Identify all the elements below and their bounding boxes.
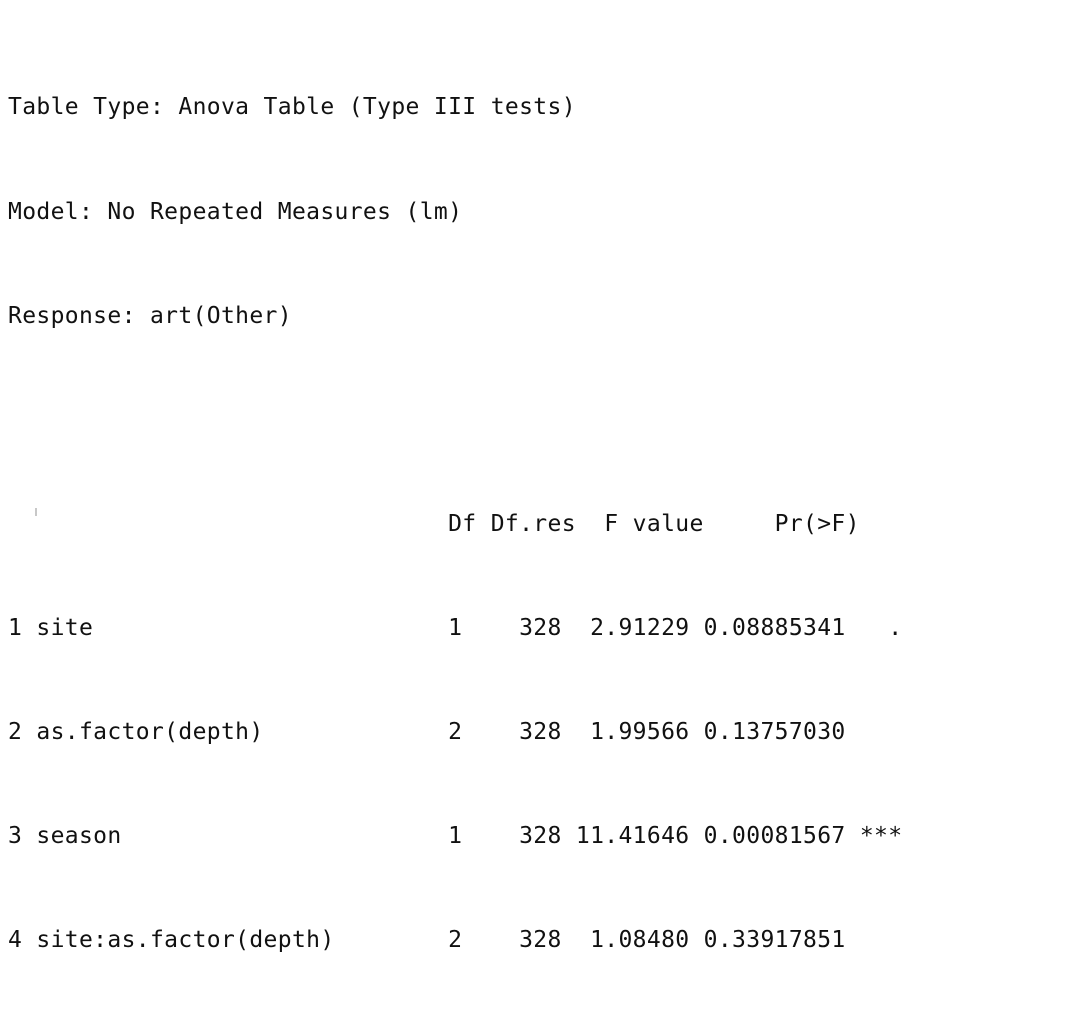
console-output: Table Type: Anova Table (Type III tests)…: [8, 21, 917, 1032]
table-row: 1 site 1 328 2.91229 0.08885341 .: [8, 614, 903, 641]
table-row: 4 site:as.factor(depth) 2 328 1.08480 0.…: [8, 927, 903, 954]
text-cursor: [35, 508, 37, 516]
blank-line: [8, 403, 917, 438]
model-line: Model: No Repeated Measures (lm): [8, 198, 463, 225]
table-row: 3 season 1 328 11.41646 0.00081567 ***: [8, 823, 903, 850]
table-type-line: Table Type: Anova Table (Type III tests): [8, 94, 576, 121]
table-column-header: Df Df.res F value Pr(>F): [8, 510, 917, 537]
table-row: 5 site:season 1 328 0.14429 0.70429465: [8, 1027, 917, 1032]
table-row: 2 as.factor(depth) 2 328 1.99566 0.13757…: [8, 718, 903, 745]
response-line: Response: art(Other): [8, 302, 292, 329]
